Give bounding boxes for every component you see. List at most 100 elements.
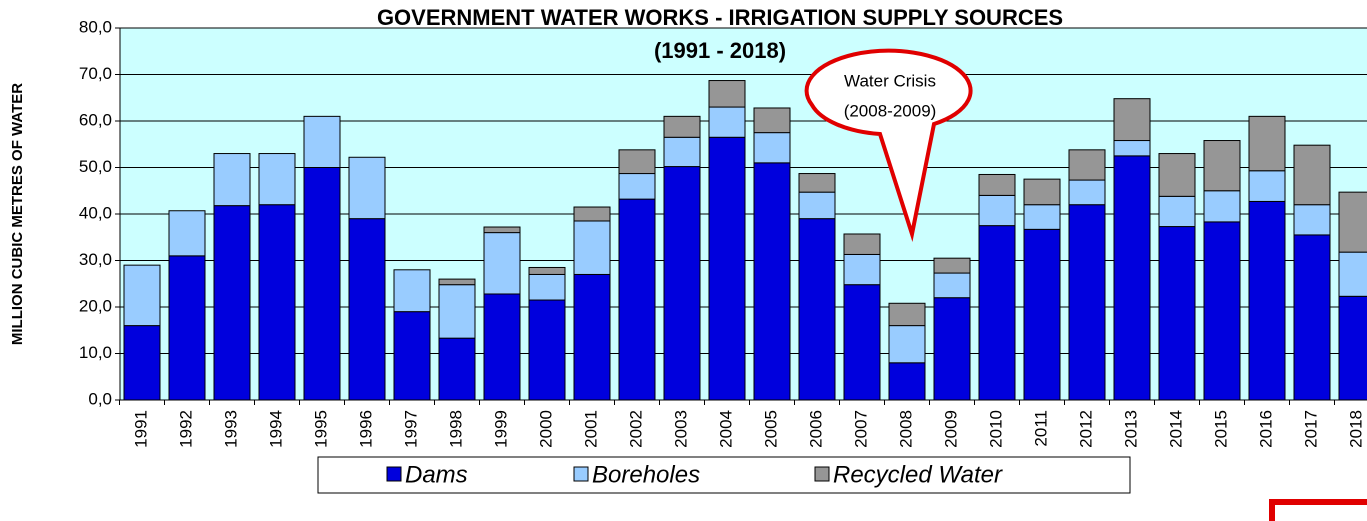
bar-segment xyxy=(168,255,206,401)
x-tick-label: 1998 xyxy=(446,410,465,448)
x-tick-label: 1991 xyxy=(131,410,150,448)
bar-segment xyxy=(663,166,701,401)
bar-segment xyxy=(1023,178,1061,206)
bar-segment xyxy=(438,278,476,286)
bar-segment xyxy=(618,149,656,175)
bar-segment xyxy=(258,204,296,401)
bar-segment xyxy=(843,233,881,255)
x-tick-label: 2015 xyxy=(1211,410,1230,448)
bar-segment xyxy=(753,107,791,134)
bar-segment xyxy=(303,167,341,401)
bar-segment xyxy=(933,297,971,401)
legend xyxy=(317,456,1131,494)
bar-segment xyxy=(393,269,431,313)
bar-segment xyxy=(528,266,566,275)
bar-segment xyxy=(798,218,836,401)
x-tick-label: 2017 xyxy=(1301,410,1320,448)
x-tick-label: 2018 xyxy=(1346,410,1365,448)
legend-swatch xyxy=(814,466,830,482)
callout xyxy=(804,48,973,242)
x-tick-label: 2001 xyxy=(581,410,600,448)
bar-segment xyxy=(978,173,1016,196)
bar-segment xyxy=(573,273,611,401)
bar-segment xyxy=(123,264,161,327)
bar-segment xyxy=(1113,140,1151,157)
legend-swatch xyxy=(573,466,589,482)
bar-segment xyxy=(258,153,296,206)
y-tick-label: 20,0 xyxy=(79,296,112,315)
bar-segment xyxy=(483,293,521,401)
bar-segment xyxy=(1113,98,1151,142)
bar-segment xyxy=(1068,179,1106,206)
bar-segment xyxy=(618,173,656,200)
legend-swatch xyxy=(386,466,402,482)
y-axis-label: MILLION CUBIC METRES OF WATER xyxy=(9,83,26,345)
x-tick-label: 1995 xyxy=(311,410,330,448)
bar-segment xyxy=(663,136,701,168)
bar-segment xyxy=(213,153,251,207)
bar-segment xyxy=(1023,204,1061,230)
highlight-box xyxy=(1269,499,1367,521)
bar-segment xyxy=(348,218,386,401)
bar-segment xyxy=(798,191,836,220)
x-tick-label: 1993 xyxy=(221,410,240,448)
bar-segment xyxy=(1023,228,1061,401)
x-tick-label: 2002 xyxy=(626,410,645,448)
y-tick-label: 80,0 xyxy=(79,17,112,36)
y-tick-label: 60,0 xyxy=(79,110,112,129)
bar-segment xyxy=(123,325,161,401)
bar-segment xyxy=(933,257,971,274)
bar-segment xyxy=(528,273,566,301)
bar-segment xyxy=(1203,140,1241,192)
bar-segment xyxy=(1338,295,1367,401)
x-tick-label: 2007 xyxy=(851,410,870,448)
bar-segment xyxy=(1338,251,1367,297)
x-tick-label: 1997 xyxy=(401,410,420,448)
bar-segment xyxy=(1068,149,1106,181)
bar-segment xyxy=(168,210,206,257)
y-tick-label: 30,0 xyxy=(79,250,112,269)
chart-subtitle: (1991 - 2018) xyxy=(654,38,786,63)
y-tick-label: 0,0 xyxy=(88,389,112,408)
bar-segment xyxy=(1203,221,1241,401)
x-tick-label: 2014 xyxy=(1166,410,1185,448)
bar-segment xyxy=(1248,170,1286,202)
bar-segment xyxy=(348,156,386,220)
legend-label: Dams xyxy=(405,461,468,488)
bar-segment xyxy=(1248,200,1286,401)
bar-segment xyxy=(1158,226,1196,401)
x-tick-label: 2004 xyxy=(716,410,735,448)
bar-segment xyxy=(1293,234,1331,401)
bar-segment xyxy=(843,253,881,286)
bar-segment xyxy=(1293,204,1331,236)
x-tick-label: 2005 xyxy=(761,410,780,448)
bar-segment xyxy=(798,173,836,193)
bar-segment xyxy=(708,80,746,108)
x-tick-label: 1996 xyxy=(356,410,375,448)
bar-segment xyxy=(978,194,1016,227)
x-tick-label: 1994 xyxy=(266,410,285,448)
bar-segment xyxy=(708,106,746,138)
bar-segment xyxy=(528,299,566,401)
bar-segment xyxy=(843,284,881,401)
bar-segment xyxy=(753,132,791,164)
bar-segment xyxy=(1158,153,1196,197)
bar-segment xyxy=(1203,190,1241,223)
legend-label: Recycled Water xyxy=(833,461,1003,488)
bar-segment xyxy=(393,311,431,401)
x-tick-label: 2013 xyxy=(1121,410,1140,448)
x-tick-label: 2003 xyxy=(671,410,690,448)
y-tick-label: 10,0 xyxy=(79,343,112,362)
bar-segment xyxy=(213,205,251,401)
bar-segment xyxy=(573,206,611,222)
bar-segment xyxy=(753,162,791,401)
x-tick-label: 2006 xyxy=(806,410,825,448)
legend-label: Boreholes xyxy=(592,461,700,488)
bar-segment xyxy=(978,225,1016,401)
y-tick-label: 40,0 xyxy=(79,203,112,222)
bar-segment xyxy=(1113,155,1151,401)
bar-segment xyxy=(888,362,926,401)
annotation: (2008-2009) xyxy=(844,101,937,120)
bar-segment xyxy=(483,232,521,295)
